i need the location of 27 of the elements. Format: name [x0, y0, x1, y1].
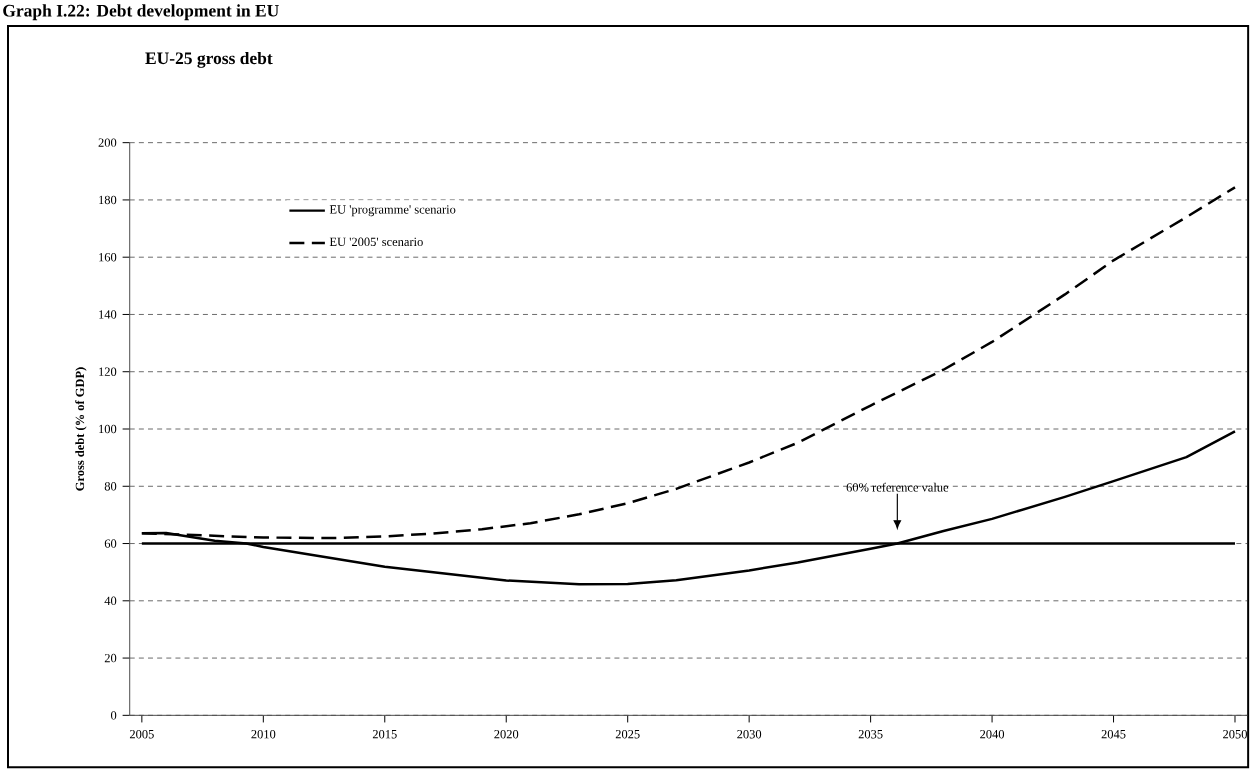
y-tick-label: 40: [104, 596, 117, 605]
legend-label: EU '2005' scenario: [329, 237, 423, 246]
y-tick-label: 120: [99, 367, 117, 376]
x-tick-label: 2035: [858, 729, 883, 739]
x-tick-label: 2045: [1101, 729, 1126, 739]
y-tick-label: 20: [104, 653, 117, 663]
y-tick-label: 0: [110, 711, 117, 720]
x-tick-label: 2015: [372, 729, 397, 739]
x-tick-label: 2020: [494, 729, 519, 739]
x-tick-label: 2030: [737, 729, 762, 739]
legend-label: EU 'programme' scenario: [329, 205, 456, 217]
x-tick-label: 2040: [980, 729, 1005, 739]
y-tick-label: 80: [104, 481, 117, 491]
x-tick-label: 2005: [129, 729, 154, 739]
y-tick-label: 180: [99, 195, 117, 205]
chart-title: Graph I.22: Debt development in EU: [3, 4, 279, 21]
x-tick-label: 2025: [615, 729, 640, 739]
annotation: 60% reference value: [846, 482, 949, 492]
chart-subtitle: EU-25 gross debt: [145, 51, 273, 68]
y-tick-label: 60: [104, 539, 117, 548]
x-tick-label: 2050: [1223, 729, 1247, 739]
y-tick-label: 100: [99, 424, 117, 434]
y-axis-title: Gross debt (% of GDP): [75, 367, 87, 491]
y-tick-label: 140: [99, 310, 117, 319]
x-tick-label: 2010: [251, 729, 276, 739]
y-tick-label: 160: [99, 252, 117, 262]
y-tick-label: 200: [98, 138, 117, 147]
